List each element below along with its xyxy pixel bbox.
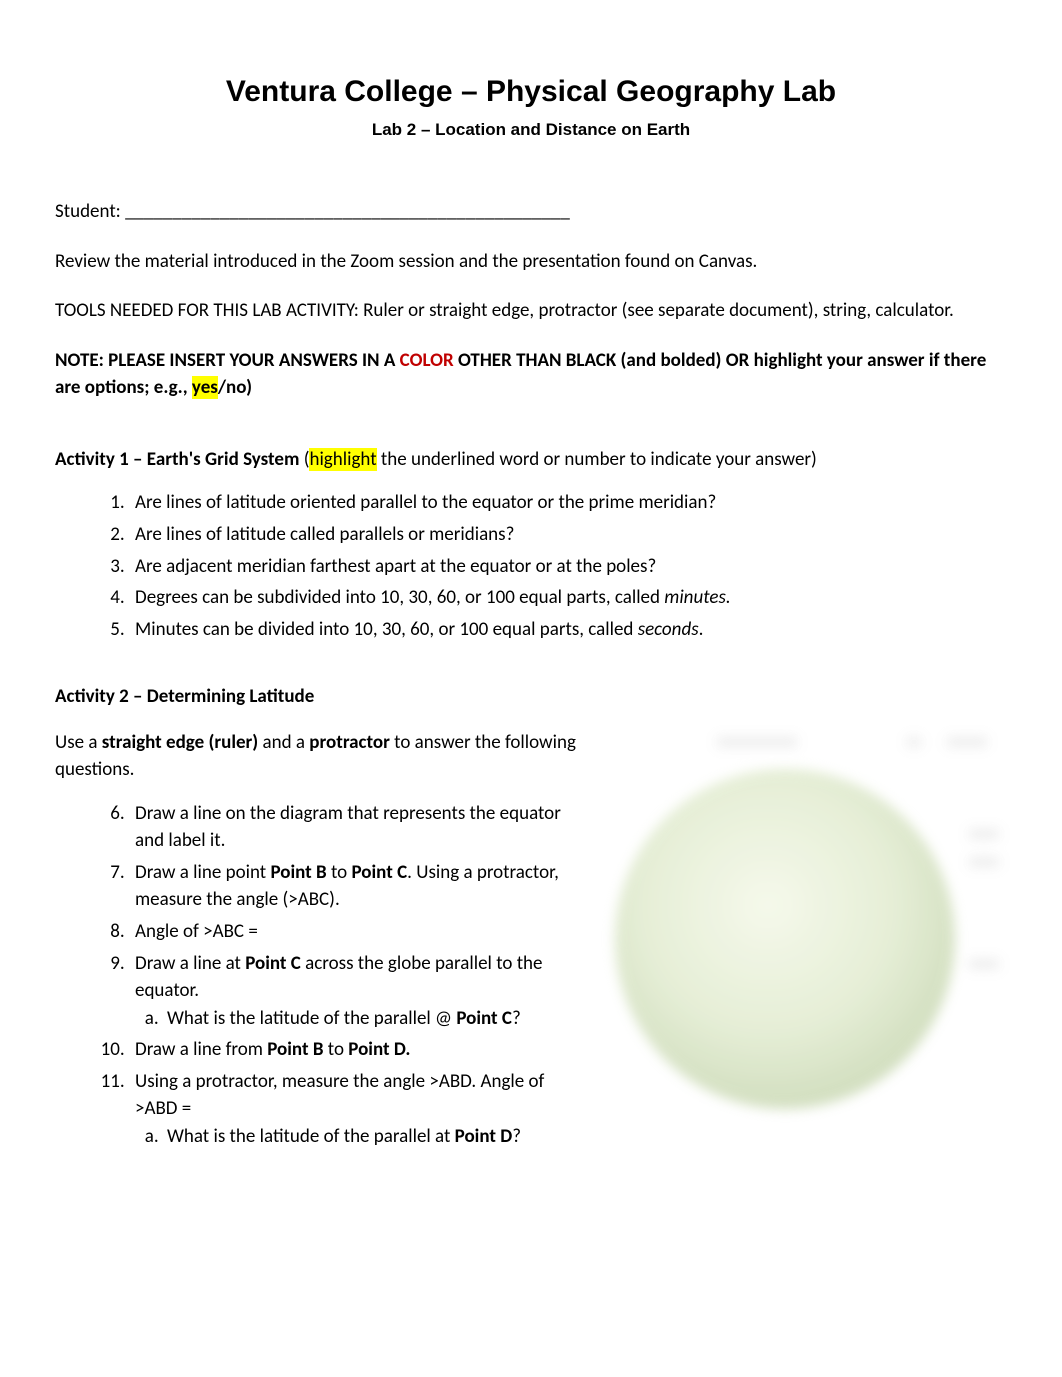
q7-b: Point B — [270, 861, 326, 884]
q7-c: to — [327, 861, 352, 884]
q11-text: Using a protractor, measure the angle >A… — [135, 1070, 544, 1121]
q7-d: Point C — [352, 861, 408, 884]
activity2-list: Draw a line on the diagram that represen… — [129, 800, 579, 1151]
activity1-list: Are lines of latitude oriented parallel … — [129, 489, 1007, 643]
q11a: What is the latitude of the parallel at … — [163, 1123, 579, 1151]
intro-review: Review the material introduced in the Zo… — [55, 248, 1007, 276]
globe-icon — [615, 769, 955, 1109]
globe-label-redacted — [969, 829, 999, 839]
globe-diagram — [597, 729, 1007, 1139]
note-block: NOTE: PLEASE INSERT YOUR ANSWERS IN A CO… — [55, 347, 1007, 402]
q9a-a: What is the latitude of the parallel @ — [167, 1007, 456, 1030]
q9: Draw a line at Point C across the globe … — [129, 950, 579, 1033]
q9a-b: Point C — [456, 1007, 512, 1030]
activity1-lead-hl: highlight — [309, 448, 376, 471]
activity2-two-col: Use a straight edge (ruler) and a protra… — [55, 729, 1007, 1155]
note-color-word: COLOR — [400, 349, 454, 372]
q4-b: minutes. — [664, 586, 730, 609]
q10-c: to — [323, 1038, 348, 1061]
q4: Degrees can be subdivided into 10, 30, 6… — [129, 584, 1007, 612]
q1: Are lines of latitude oriented parallel … — [129, 489, 1007, 517]
activity1-lead: Activity 1 – Earth's Grid System (highli… — [55, 446, 1007, 474]
q5-c: . — [699, 618, 704, 641]
q10-d: Point D. — [348, 1038, 410, 1061]
q11: Using a protractor, measure the angle >A… — [129, 1068, 579, 1151]
q10-a: Draw a line from — [135, 1038, 267, 1061]
page-title: Ventura College – Physical Geography Lab — [55, 70, 1007, 114]
activity2-left: Use a straight edge (ruler) and a protra… — [55, 729, 579, 1155]
intro-tools: TOOLS NEEDED FOR THIS LAB ACTIVITY: Rule… — [55, 297, 1007, 325]
q6: Draw a line on the diagram that represen… — [129, 800, 579, 855]
a2-intro-d: protractor — [309, 731, 390, 754]
note-post: /no) — [218, 376, 252, 399]
activity1-title: Activity 1 – Earth's Grid System — [55, 448, 299, 471]
q10: Draw a line from Point B to Point D. — [129, 1036, 579, 1064]
a2-intro-c: and a — [258, 731, 309, 754]
student-blank[interactable]: ________________________________________… — [121, 200, 570, 223]
q8: Angle of >ABC = — [129, 918, 579, 946]
q2: Are lines of latitude called parallels o… — [129, 521, 1007, 549]
note-yes-highlight: yes — [192, 376, 218, 399]
q5: Minutes can be divided into 10, 30, 60, … — [129, 616, 1007, 644]
globe-label-redacted — [717, 737, 797, 747]
student-line: Student: _______________________________… — [55, 198, 1007, 226]
globe-label-redacted — [907, 737, 921, 747]
q11-sublist: What is the latitude of the parallel at … — [163, 1123, 579, 1151]
q11a-c: ? — [512, 1125, 521, 1148]
q11a-a: What is the latitude of the parallel at — [167, 1125, 455, 1148]
q7-a: Draw a line point — [135, 861, 270, 884]
q3: Are adjacent meridian farthest apart at … — [129, 553, 1007, 581]
q5-b: seconds — [638, 618, 699, 641]
a2-intro-b: straight edge (ruler) — [102, 731, 258, 754]
activity2-title: Activity 2 – Determining Latitude — [55, 683, 1007, 711]
globe-label-redacted — [969, 857, 999, 867]
q9-b: Point C — [245, 952, 301, 975]
activity2-intro: Use a straight edge (ruler) and a protra… — [55, 729, 579, 784]
q9-a: Draw a line at — [135, 952, 245, 975]
q9a-c: ? — [512, 1007, 521, 1030]
page-subtitle: Lab 2 – Location and Distance on Earth — [55, 118, 1007, 143]
activity1-lead-rest: the underlined word or number to indicat… — [377, 448, 817, 471]
q7: Draw a line point Point B to Point C. Us… — [129, 859, 579, 914]
a2-intro-a: Use a — [55, 731, 102, 754]
q4-a: Degrees can be subdivided into 10, 30, 6… — [135, 586, 664, 609]
activity1-lead-open: ( — [299, 448, 309, 471]
globe-label-redacted — [947, 737, 987, 747]
q10-b: Point B — [267, 1038, 323, 1061]
globe-label-redacted — [969, 959, 999, 969]
q9-sublist: What is the latitude of the parallel @ P… — [163, 1005, 579, 1033]
student-label: Student: — [55, 200, 121, 223]
q9a: What is the latitude of the parallel @ P… — [163, 1005, 579, 1033]
q11a-b: Point D — [455, 1125, 513, 1148]
q5-a: Minutes can be divided into 10, 30, 60, … — [135, 618, 638, 641]
activity2-right — [597, 729, 1007, 1139]
note-pre: NOTE: PLEASE INSERT YOUR ANSWERS IN A — [55, 349, 400, 372]
